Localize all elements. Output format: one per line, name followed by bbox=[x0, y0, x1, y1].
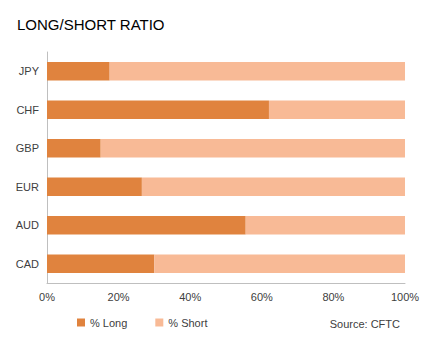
svg-text:20%: 20% bbox=[108, 291, 130, 303]
svg-text:80%: 80% bbox=[322, 291, 344, 303]
svg-text:CAD: CAD bbox=[16, 258, 39, 270]
svg-text:0%: 0% bbox=[39, 291, 55, 303]
svg-text:GBP: GBP bbox=[16, 142, 39, 154]
svg-text:AUD: AUD bbox=[16, 219, 39, 231]
svg-text:EUR: EUR bbox=[16, 181, 39, 193]
svg-text:JPY: JPY bbox=[19, 65, 40, 77]
svg-text:% Short: % Short bbox=[168, 317, 207, 329]
svg-text:CHF: CHF bbox=[16, 104, 39, 116]
svg-text:40%: 40% bbox=[179, 291, 201, 303]
svg-text:% Long: % Long bbox=[90, 317, 127, 329]
svg-text:100%: 100% bbox=[391, 291, 419, 303]
svg-text:LONG/SHORT RATIO: LONG/SHORT RATIO bbox=[17, 16, 165, 33]
svg-text:Source: CFTC: Source: CFTC bbox=[330, 318, 400, 330]
svg-text:60%: 60% bbox=[251, 291, 273, 303]
